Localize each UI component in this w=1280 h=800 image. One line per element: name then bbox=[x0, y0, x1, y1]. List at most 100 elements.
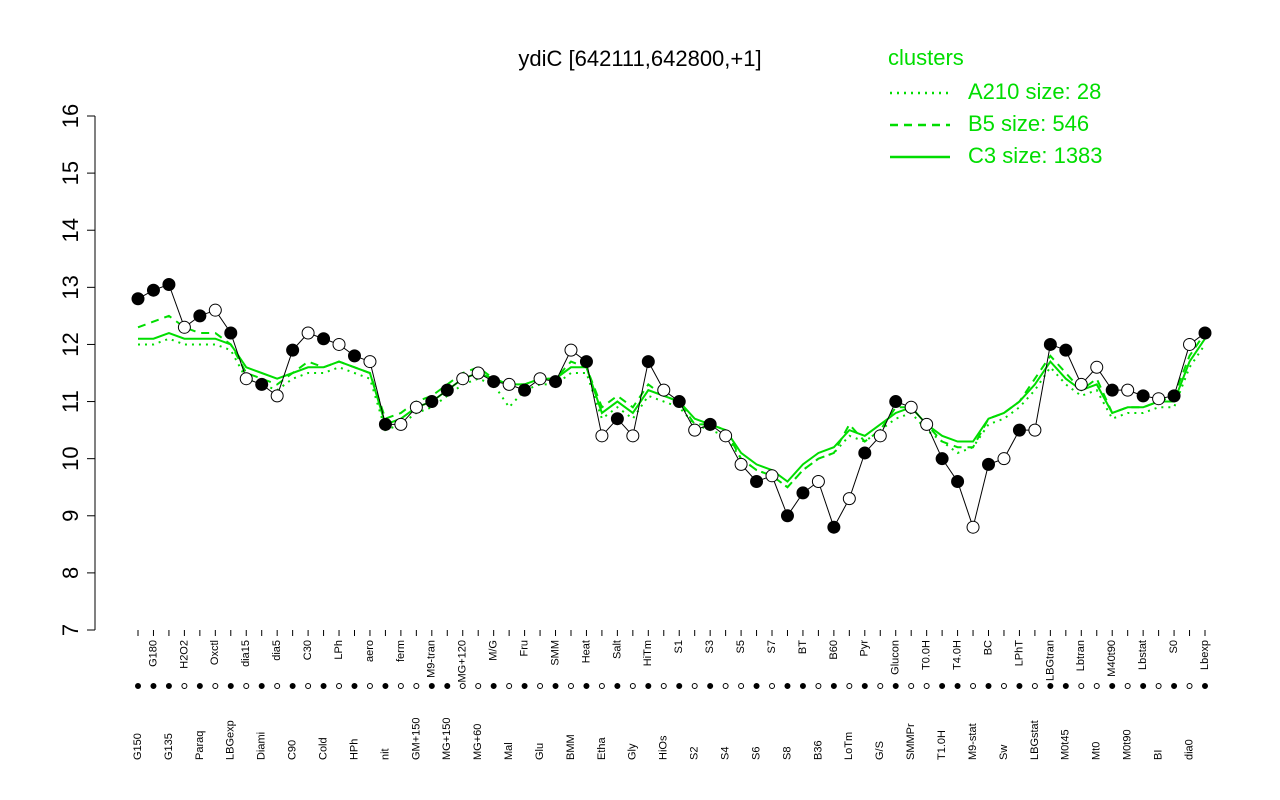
rug-dot bbox=[1202, 683, 1208, 689]
gene-point bbox=[1105, 383, 1119, 397]
rug-dot bbox=[567, 683, 574, 689]
rug-dot bbox=[614, 683, 621, 689]
gene-point bbox=[440, 383, 454, 397]
rug-dot bbox=[598, 683, 605, 689]
rug-dot bbox=[521, 683, 528, 689]
rug-dot bbox=[397, 683, 404, 689]
rug-dot bbox=[1186, 683, 1193, 689]
x-tick-label: S2 bbox=[689, 747, 701, 760]
gene-point bbox=[765, 469, 779, 483]
x-tick-label: Lbexp bbox=[1199, 640, 1211, 670]
rug-dot bbox=[923, 683, 930, 689]
gene-point bbox=[239, 372, 253, 386]
rug-dot bbox=[1124, 683, 1131, 689]
gene-point bbox=[332, 337, 346, 351]
rug-dot bbox=[428, 683, 435, 689]
y-tick-label: 9 bbox=[58, 510, 83, 522]
rug-dot bbox=[382, 683, 389, 689]
gene-point bbox=[425, 395, 439, 409]
chart-title: ydiC [642111,642800,+1] bbox=[518, 46, 761, 71]
y-tick-label: 8 bbox=[58, 567, 83, 579]
x-tick-label: BT bbox=[797, 640, 809, 654]
gene-point bbox=[317, 332, 331, 346]
x-tick-label: S3 bbox=[704, 640, 716, 653]
legend-label: B5 size: 546 bbox=[968, 111, 1089, 136]
gene-point bbox=[889, 395, 903, 409]
gene-point bbox=[146, 283, 160, 297]
rug-dot bbox=[908, 683, 915, 689]
x-tick-label: B36 bbox=[812, 740, 824, 760]
rug-dot bbox=[1062, 683, 1069, 689]
gene-point bbox=[842, 492, 856, 506]
rug-dot bbox=[1000, 683, 1007, 689]
x-tick-label: dia0 bbox=[1183, 739, 1195, 760]
rug-dot bbox=[846, 683, 853, 689]
rug-dot bbox=[645, 683, 652, 689]
x-tick-label: HPh bbox=[348, 739, 360, 760]
gene-point bbox=[873, 429, 887, 443]
gene-point bbox=[394, 417, 408, 431]
gene-point bbox=[347, 349, 361, 363]
x-tick-label: M/G bbox=[488, 640, 500, 661]
x-tick-label: HiOs bbox=[658, 735, 670, 760]
gene-point bbox=[1121, 383, 1135, 397]
x-tick-label: S4 bbox=[720, 747, 732, 760]
x-tick-label: B60 bbox=[828, 640, 840, 660]
gene-point bbox=[1136, 389, 1150, 403]
x-tick-label: LBGstat bbox=[1029, 720, 1041, 760]
x-tick-label: BI bbox=[1153, 750, 1165, 760]
x-tick-label: C30 bbox=[302, 640, 314, 660]
x-tick-label: S7 bbox=[766, 640, 778, 653]
rug-dot bbox=[413, 683, 420, 689]
x-tick-label: M0t90 bbox=[1122, 729, 1134, 760]
rug-dot bbox=[165, 683, 172, 689]
x-tick-label: Sw bbox=[998, 745, 1010, 760]
rug-dot bbox=[985, 683, 992, 689]
y-tick-label: 12 bbox=[58, 332, 83, 356]
rug-dot bbox=[258, 683, 265, 689]
rug-dot bbox=[691, 683, 698, 689]
x-tick-label: H2O2 bbox=[178, 640, 190, 669]
gene-point bbox=[409, 400, 423, 414]
rug-dot bbox=[1031, 683, 1038, 689]
x-tick-label: S0 bbox=[1168, 640, 1180, 653]
rug-dot bbox=[1093, 683, 1100, 689]
rug-dot bbox=[490, 683, 497, 689]
x-tick-label: HiTm bbox=[642, 640, 654, 666]
gene-point bbox=[1152, 392, 1166, 406]
rug-dot bbox=[305, 683, 312, 689]
y-tick-label: 14 bbox=[58, 218, 83, 242]
rug-dot bbox=[954, 683, 961, 689]
y-tick-label: 7 bbox=[58, 624, 83, 636]
gene-point bbox=[255, 377, 269, 391]
gene-point bbox=[626, 429, 640, 443]
gene-point bbox=[456, 372, 470, 386]
gene-point bbox=[193, 309, 207, 323]
gene-point bbox=[796, 486, 810, 500]
x-tick-label: SMMPr bbox=[905, 723, 917, 760]
gene-point bbox=[1012, 423, 1026, 437]
gene-point bbox=[641, 355, 655, 369]
gene-point bbox=[502, 377, 516, 391]
rug-dot bbox=[537, 683, 544, 689]
gene-point bbox=[1183, 337, 1197, 351]
gene-point bbox=[1059, 343, 1073, 357]
y-tick-label: 15 bbox=[58, 161, 83, 185]
gene-point bbox=[1028, 423, 1042, 437]
legend-label: C3 size: 1383 bbox=[968, 143, 1103, 168]
x-tick-label: S5 bbox=[735, 640, 747, 653]
rug-dot bbox=[212, 683, 219, 689]
gene-point bbox=[1167, 389, 1181, 403]
x-tick-label: ferm bbox=[395, 640, 407, 662]
x-tick-label: aero bbox=[364, 640, 376, 662]
gene-point bbox=[131, 292, 145, 306]
gene-point bbox=[549, 375, 563, 389]
x-tick-label: S1 bbox=[673, 640, 685, 653]
rug-dot bbox=[769, 683, 776, 689]
rug-dot bbox=[660, 683, 667, 689]
cluster-line bbox=[138, 337, 1206, 489]
gene-point bbox=[750, 475, 764, 489]
rug-dot bbox=[351, 683, 358, 689]
rug-dot bbox=[784, 683, 791, 689]
rug-dot bbox=[892, 683, 899, 689]
